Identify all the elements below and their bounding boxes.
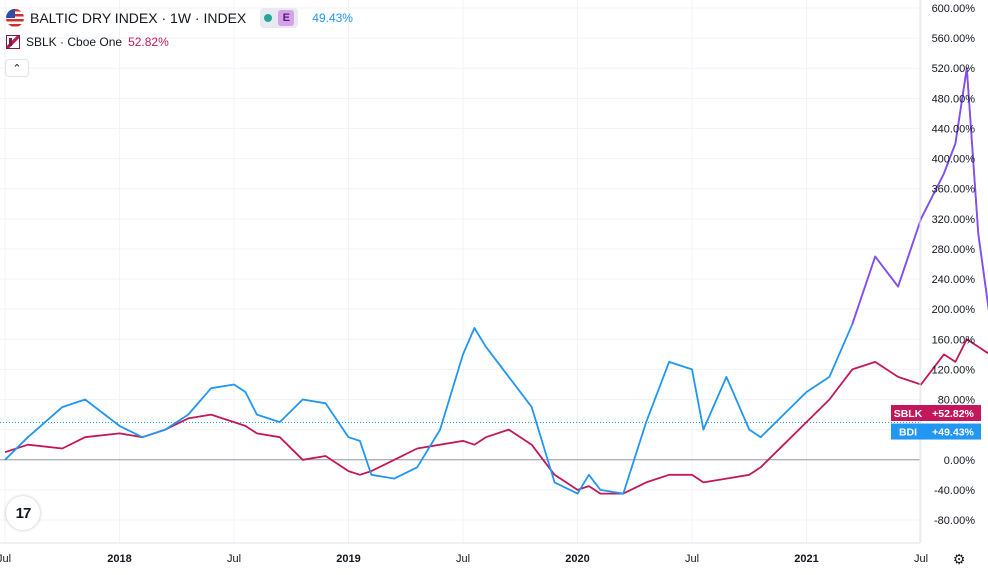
y-tick-label: 280.00% — [932, 244, 976, 256]
primary-change-value: 49.43% — [312, 11, 353, 25]
x-tick-label: 2021 — [794, 553, 818, 565]
x-tick-label: Jul — [227, 553, 241, 565]
grid-lines — [0, 0, 922, 543]
y-tick-label: 0.00% — [944, 455, 975, 467]
y-tick-label: 600.00% — [932, 3, 976, 15]
secondary-symbol-title[interactable]: SBLK · Cboe One — [26, 35, 123, 49]
y-tick-label: -40.00% — [934, 485, 975, 497]
sblk-logo-icon — [6, 35, 20, 49]
last-value-badge-sblk: SBLK +52.82% — [891, 404, 981, 421]
tradingview-logo[interactable]: 17 — [6, 496, 40, 530]
primary-legend[interactable]: BALTIC DRY INDEX · 1W · INDEX E 49.43% — [6, 8, 353, 28]
y-tick-label: 360.00% — [932, 184, 976, 196]
x-tick-label: Jul — [914, 553, 928, 565]
last-value-badge-bdi: BDI +49.43% — [891, 423, 981, 440]
chart-settings-button[interactable]: ⚙ — [950, 550, 968, 568]
secondary-legend[interactable]: SBLK · Cboe One 52.82% — [6, 35, 169, 49]
y-tick-label: 80.00% — [938, 395, 976, 407]
y-tick-label: 480.00% — [932, 93, 976, 105]
y-tick-label: 520.00% — [932, 63, 976, 75]
x-tick-label: Jul — [0, 553, 11, 565]
x-tick-label: 2018 — [107, 553, 131, 565]
x-tick-label: Jul — [456, 553, 470, 565]
y-tick-label: 560.00% — [932, 33, 976, 45]
series-line-sblk[interactable] — [4, 272, 988, 495]
collapse-legend-button[interactable]: ⌃ — [5, 59, 29, 77]
y-tick-label: 400.00% — [932, 154, 976, 166]
badge-value: +52.82% — [932, 408, 974, 420]
time-axis[interactable]: Jul2018Jul2019Jul2020Jul2021Jul2022Jul20… — [0, 553, 988, 565]
y-tick-label: 240.00% — [932, 274, 976, 286]
y-tick-label: 120.00% — [932, 364, 976, 376]
primary-symbol-title[interactable]: BALTIC DRY INDEX · 1W · INDEX — [30, 10, 247, 26]
series-line-bdi-peak — [851, 67, 988, 325]
badge-series-name: BDI — [899, 427, 917, 439]
series-lines — [4, 67, 988, 495]
market-open-dot-icon — [264, 14, 273, 22]
price-axis[interactable]: 600.00% 560.00% 520.00% 480.00% 440.00% 400.0… — [932, 3, 976, 527]
chevron-up-icon: ⌃ — [12, 62, 22, 75]
tradingview-logo-text: 17 — [15, 504, 32, 522]
y-tick-label: 160.00% — [932, 334, 976, 346]
gear-icon: ⚙ — [952, 550, 966, 567]
y-tick-label: 200.00% — [932, 304, 976, 316]
badge-value-bg — [925, 404, 981, 421]
x-tick-label: Jul — [685, 553, 699, 565]
x-tick-label: 2020 — [565, 553, 589, 565]
badge-name-bg — [891, 423, 925, 440]
secondary-change-value: 52.82% — [128, 35, 169, 49]
badge-series-name: SBLK — [894, 408, 923, 420]
badge-name-bg — [891, 404, 925, 421]
y-tick-label: -80.00% — [934, 515, 975, 527]
us-flag-icon — [6, 9, 24, 27]
earnings-badge[interactable]: E — [278, 10, 295, 26]
badge-value-bg — [925, 423, 981, 440]
badge-value: +49.43% — [932, 427, 974, 439]
status-chip[interactable]: E — [260, 8, 299, 28]
x-tick-label: 2019 — [336, 553, 360, 565]
y-tick-label: 320.00% — [932, 214, 976, 226]
y-tick-label: 440.00% — [932, 123, 976, 135]
last-value-badges: SBLK +52.82% BDI +49.43% — [891, 404, 981, 440]
